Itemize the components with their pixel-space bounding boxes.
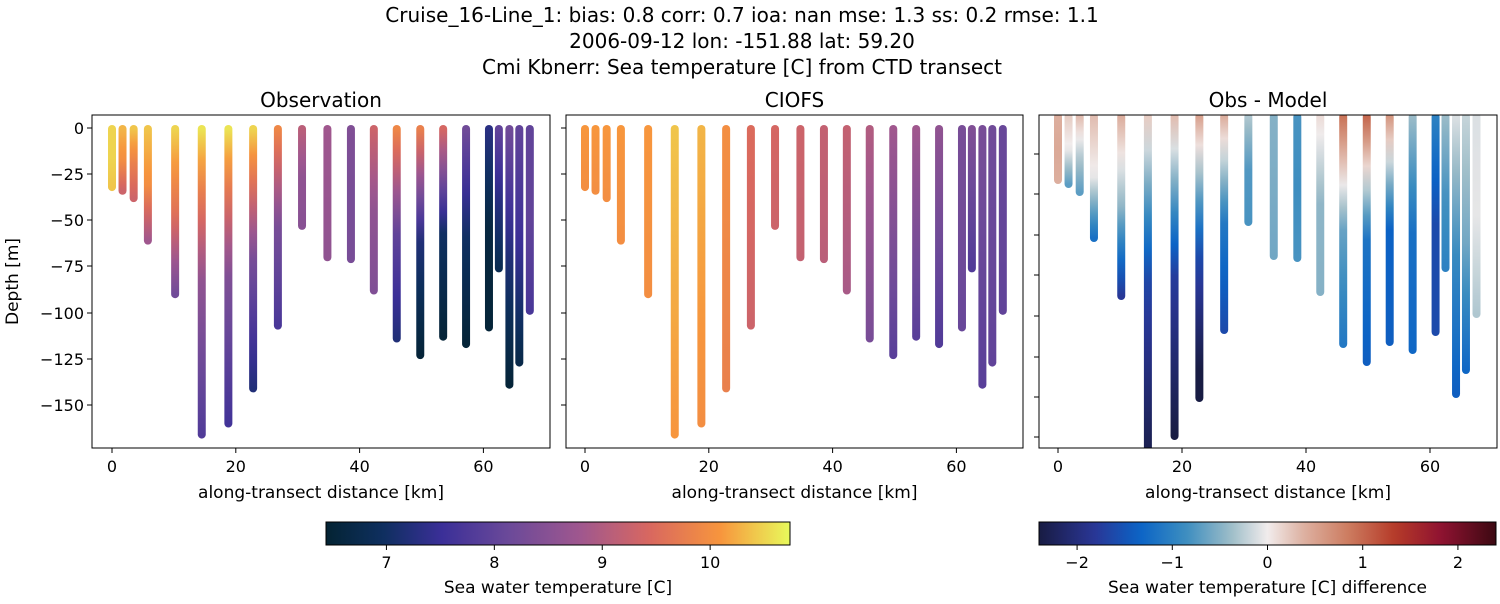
x-tick-label: 40 (822, 457, 842, 476)
y-tick-label: −100 (40, 304, 84, 323)
colorbar-tick-label: 2 (1453, 553, 1463, 572)
x-axis-label: along-transect distance [km] (198, 483, 444, 503)
axes-frame (91, 114, 551, 449)
colorbar-label: Sea water temperature [C] difference (1108, 578, 1427, 598)
x-axis-label: along-transect distance [km] (1145, 483, 1391, 503)
figure-title-line-1: Cruise_16-Line_1: bias: 0.8 corr: 0.7 io… (385, 3, 1098, 27)
profile-marks (581, 125, 1007, 439)
colorbar-2: −2 −1 0 1 2 Sea water temperature [C] differe… (1038, 521, 1497, 598)
panel-diff: Obs - Model 0 20 40 60 along-transect distanc… (1034, 88, 1498, 503)
colorbar-tick-label: −2 (1065, 553, 1089, 572)
x-tick-label: 0 (580, 457, 590, 476)
axes-frame (1038, 114, 1498, 449)
x-axis-label: along-transect distance [km] (672, 483, 918, 503)
profile-marks (1054, 115, 1481, 448)
panel-title: Obs - Model (1209, 88, 1328, 112)
x-tick-label: 0 (107, 457, 117, 476)
colorbar-tick-label: 7 (381, 553, 391, 572)
y-tick-label: −75 (50, 257, 84, 276)
panel-title: Observation (260, 88, 382, 112)
x-tick-label: 20 (226, 457, 246, 476)
x-tick-label: 60 (946, 457, 966, 476)
x-tick-label: 0 (1053, 457, 1063, 476)
colorbar-tick-label: 1 (1358, 553, 1368, 572)
colorbar-gradient (1038, 521, 1497, 546)
colorbar-tick-label: −1 (1160, 553, 1184, 572)
x-tick-label: 20 (1172, 457, 1192, 476)
y-tick-label: −150 (40, 396, 84, 415)
y-tick-label: 0 (74, 119, 84, 138)
colorbar-tick-label: 9 (597, 553, 607, 572)
panel-model: CIOFS 0 20 40 60 along-transect distance [km] (561, 88, 1024, 503)
profile-marks (108, 125, 534, 439)
figure-title-line-3: Cmi Kbnerr: Sea temperature [C] from CTD… (482, 55, 1002, 79)
y-tick-label: −25 (50, 165, 84, 184)
x-tick-label: 20 (699, 457, 719, 476)
colorbar-label: Sea water temperature [C] (444, 578, 672, 598)
panel-title: CIOFS (765, 88, 824, 112)
x-tick-label: 60 (473, 457, 493, 476)
colorbar-1: 7 8 9 10 Sea water temperature [C] (325, 521, 791, 598)
panel-obs: Observation 0 20 40 60 0 −25 −50 −75 −100 −125 −150… (3, 88, 551, 503)
figure-title-line-2: 2006-09-12 lon: -151.88 lat: 59.20 (569, 29, 915, 53)
y-tick-label: −50 (50, 211, 84, 230)
x-tick-label: 60 (1420, 457, 1440, 476)
colorbar-tick-label: 10 (700, 553, 720, 572)
y-axis-label: Depth [m] (3, 238, 23, 325)
y-tick-label: −125 (40, 350, 84, 369)
colorbar-tick-label: 0 (1262, 553, 1272, 572)
axes-frame (565, 114, 1024, 449)
x-tick-label: 40 (349, 457, 369, 476)
colorbar-tick-label: 8 (489, 553, 499, 572)
colorbar-gradient (325, 521, 791, 546)
x-tick-label: 40 (1296, 457, 1316, 476)
